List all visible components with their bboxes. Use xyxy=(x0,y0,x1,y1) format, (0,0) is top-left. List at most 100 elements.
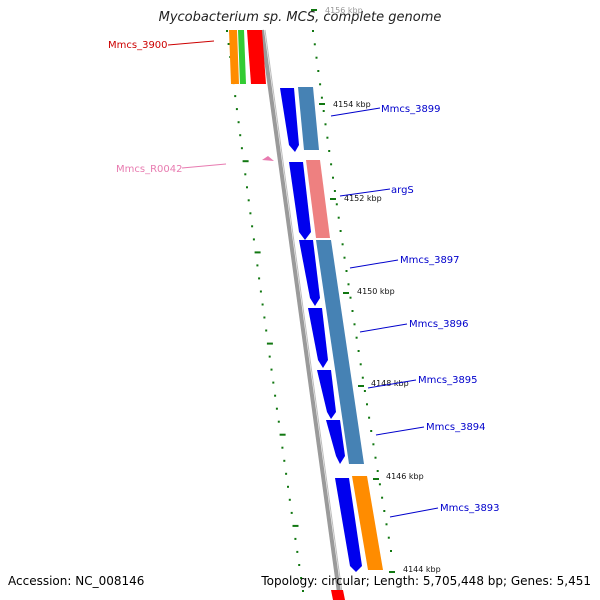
gc-dot xyxy=(239,134,242,137)
gc-dot xyxy=(279,433,286,436)
cds-Mmcs_3895 xyxy=(317,370,336,419)
gc-dot xyxy=(383,510,386,512)
rna-Mmcs_R0042 xyxy=(262,156,274,161)
gc-dot xyxy=(277,420,280,423)
gene-label-Mmcs_3894[interactable]: Mmcs_3894 xyxy=(426,422,486,433)
gc-dot xyxy=(254,251,261,254)
kbp-label: 4154 kbp xyxy=(333,100,371,109)
gc-dot xyxy=(320,96,323,99)
cds-Mmcs_3899 xyxy=(280,88,299,152)
gc-dot xyxy=(376,470,379,472)
gc-dot xyxy=(275,407,278,410)
gc-dot xyxy=(300,577,303,579)
gene-label-argS[interactable]: argS xyxy=(391,185,414,196)
gc-dot xyxy=(353,323,356,326)
gene-cluster-top xyxy=(229,30,266,84)
gc-dot xyxy=(324,123,327,126)
gc-dot xyxy=(345,270,348,272)
gc-dot xyxy=(359,363,362,366)
kbp-label: 4144 kbp xyxy=(403,565,441,574)
kbp-label: 4146 kbp xyxy=(386,472,424,481)
kbp-label: 4148 kbp xyxy=(371,379,409,388)
gc-dot xyxy=(283,459,286,462)
gc-dot xyxy=(313,43,316,46)
gc-dot xyxy=(256,264,259,267)
gc-dot xyxy=(274,394,277,397)
gc-dot xyxy=(370,430,373,432)
cog-Mmcs_3899 xyxy=(298,87,319,150)
gc-dot xyxy=(347,283,350,286)
cog-argS xyxy=(306,160,330,238)
gc-dot xyxy=(287,485,289,488)
gc-dot xyxy=(292,524,299,527)
gc-dot xyxy=(341,243,344,246)
cds-Mmcs_3896 xyxy=(308,308,328,368)
gc-dot xyxy=(335,203,338,206)
gc-dot xyxy=(258,277,261,280)
map-title: Mycobacterium sp. MCS, complete genome xyxy=(158,10,442,25)
gc-dot xyxy=(268,355,271,358)
gc-dot xyxy=(363,390,366,392)
gc-dot xyxy=(361,376,364,379)
gc-dot xyxy=(355,336,358,339)
gc-dot xyxy=(322,110,325,112)
gc-dot xyxy=(247,199,250,202)
gc-dot xyxy=(343,256,346,259)
gc-dot xyxy=(242,160,249,163)
gc-dot xyxy=(259,290,262,293)
gc-dot xyxy=(390,550,392,552)
cds-blocks xyxy=(262,87,383,600)
gc-dot xyxy=(281,446,284,449)
gene-label-Mmcs_3896[interactable]: Mmcs_3896 xyxy=(409,319,469,330)
gc-dot xyxy=(226,30,228,32)
gene-label-Mmcs_3899[interactable]: Mmcs_3899 xyxy=(381,104,441,115)
gc-dot xyxy=(326,136,329,139)
kbp-label: 4156 kbp xyxy=(325,6,363,15)
gc-dot xyxy=(235,108,238,111)
cds-Mmcs_3897 xyxy=(299,240,320,306)
gc-dot xyxy=(249,212,252,215)
gc-dot xyxy=(312,30,314,32)
gc-dot xyxy=(298,564,301,566)
gc-dot xyxy=(237,121,240,124)
gene-label-Mmcs_3897[interactable]: Mmcs_3897 xyxy=(400,255,460,266)
gc-dot xyxy=(270,368,273,371)
gc-dot xyxy=(246,186,248,189)
gc-dot xyxy=(263,316,266,319)
gc-dot xyxy=(332,176,334,179)
kbp-label: 4152 kbp xyxy=(344,194,382,203)
cds-bottom xyxy=(331,590,345,600)
gc-dot xyxy=(366,403,368,406)
gc-dot xyxy=(266,342,273,345)
gene-label-Mmcs_R0042[interactable]: Mmcs_R0042 xyxy=(116,164,182,175)
backbone-circle xyxy=(260,29,342,600)
scale-ticks xyxy=(311,9,395,573)
cog-Mmcs_3893 xyxy=(352,476,383,570)
gc-dot xyxy=(240,147,243,150)
gc-dot xyxy=(337,216,340,219)
gc-dot xyxy=(227,43,230,45)
gc-dot xyxy=(339,230,342,232)
gc-dot xyxy=(349,296,352,299)
gc-dot xyxy=(252,238,255,241)
gc-dot xyxy=(374,456,377,459)
genome-stats-text: Topology: circular; Length: 5,705,448 bp… xyxy=(261,574,591,588)
gc-dot xyxy=(351,310,354,312)
gc-dot xyxy=(288,498,291,501)
gene-label-Mmcs_3893[interactable]: Mmcs_3893 xyxy=(440,503,500,514)
gc-dot xyxy=(317,70,320,72)
gc-dot xyxy=(296,550,299,553)
gene-label-Mmcs_3895[interactable]: Mmcs_3895 xyxy=(418,375,478,386)
gc-dot xyxy=(357,350,360,352)
accession-text: Accession: NC_008146 xyxy=(8,574,145,588)
cds-Mmcs_3893 xyxy=(335,478,362,572)
gc-dot xyxy=(385,523,388,526)
gene-label-Mmcs_3900[interactable]: Mmcs_3900 xyxy=(108,40,168,51)
gc-dot xyxy=(372,443,375,446)
gc-dot xyxy=(265,329,268,332)
gc-dot xyxy=(387,536,390,539)
gc-dot xyxy=(272,381,275,384)
gc-dot xyxy=(328,150,331,152)
leader-lines xyxy=(167,40,439,518)
gc-dot xyxy=(285,472,288,475)
